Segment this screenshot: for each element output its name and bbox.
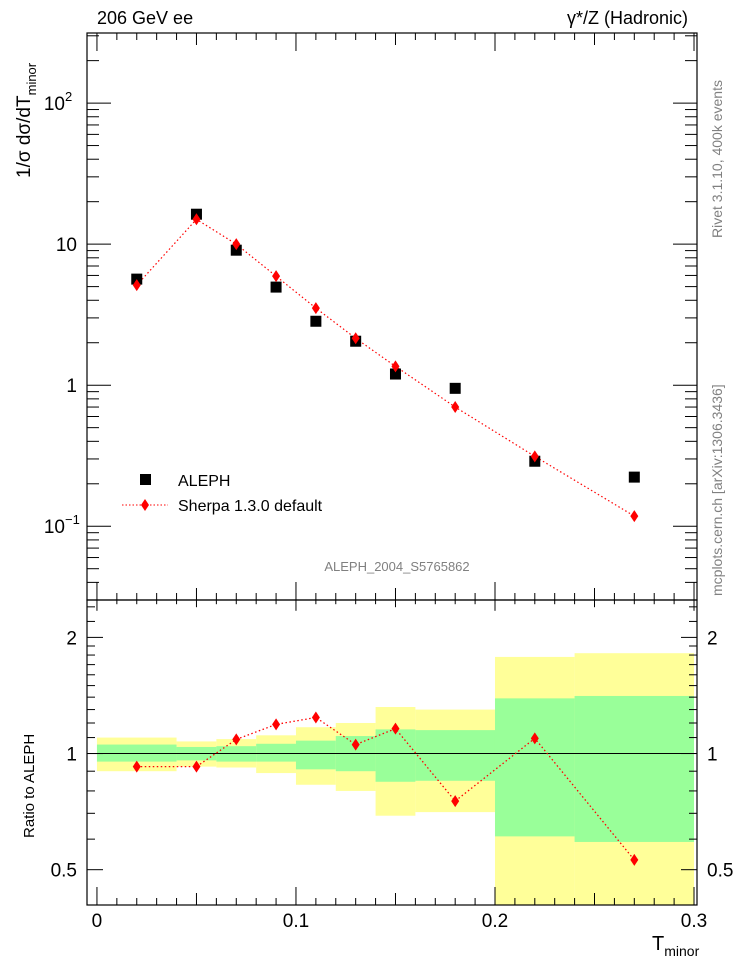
ratio-point (391, 722, 400, 735)
ratio-y-tick-label-right: 0.5 (707, 861, 733, 882)
sherpa-point (311, 302, 320, 315)
aleph-point (389, 368, 401, 380)
y-axis-label: 1/σ dσ/dTminor (14, 62, 39, 178)
ratio-y-axis-label: Ratio to ALEPH (21, 734, 38, 838)
ratio-y-tick-label-right: 2 (707, 628, 718, 649)
sherpa-point (132, 279, 141, 292)
y-tick-label: 10 (44, 517, 65, 538)
x-tick-label: 0 (92, 911, 103, 932)
sherpa-point (530, 450, 539, 463)
aleph-point (310, 315, 322, 327)
ratio-y-tick-label-left: 1 (66, 745, 77, 766)
x-axis-label: Tminor (652, 933, 700, 959)
y-tick-label: 10 (44, 94, 65, 115)
analysis-label: ALEPH_2004_S5765862 (324, 559, 469, 574)
green-band-bin (375, 729, 416, 782)
aleph-point (270, 281, 282, 293)
x-tick-label: 0.1 (283, 911, 309, 932)
sherpa-point (272, 270, 281, 283)
main-frame (86, 32, 698, 601)
sherpa-point (351, 332, 360, 345)
legend-sherpa-marker (141, 499, 149, 511)
ratio-point (192, 760, 201, 773)
aleph-point (628, 471, 640, 483)
x-tick-label: 0.3 (681, 911, 707, 932)
sherpa-point (232, 238, 241, 251)
sherpa-point (391, 360, 400, 373)
aleph-point (131, 273, 143, 285)
sherpa-line (136, 218, 635, 517)
y-tick-exponent: −1 (65, 512, 80, 527)
green-band-bin (574, 695, 695, 842)
green-band-bin (295, 740, 336, 770)
ratio-point (272, 718, 281, 731)
ratio-point (351, 738, 360, 751)
title-left: 206 GeV ee (97, 8, 193, 28)
ratio-point (530, 732, 539, 745)
ratio-y-tick-label-left: 2 (66, 628, 77, 649)
legend-aleph-marker (140, 474, 151, 485)
sherpa-point (451, 401, 460, 414)
ratio-panel: 2 2 1 1 0.5 0.5 0 0.1 0.2 0.3 (51, 33, 733, 932)
aleph-point (230, 244, 242, 256)
x-tick-label: 0.2 (482, 911, 508, 932)
sherpa-point (630, 510, 639, 523)
legend: ALEPH Sherpa 1.3.0 default (122, 473, 323, 515)
y-tick-label: 1 (66, 376, 77, 397)
ratio-point (132, 760, 141, 773)
aleph-point (449, 382, 461, 394)
y-tick-exponent: 2 (65, 89, 72, 104)
ratio-y-tick-label-left: 0.5 (51, 861, 77, 882)
green-band-bin (415, 730, 495, 781)
ratio-point (451, 795, 460, 808)
title-right: γ*/Z (Hadronic) (567, 8, 688, 28)
y-tick-label: 10 (56, 235, 77, 256)
green-band-bin (256, 743, 296, 762)
ratio-point (311, 711, 320, 724)
rivet-label: Rivet 3.1.10, 400k events (709, 80, 725, 238)
legend-aleph-label: ALEPH (178, 473, 230, 490)
sherpa-point (192, 213, 201, 226)
mcplots-label: mcplots.cern.ch [arXiv:1306.3436] (709, 384, 725, 596)
ratio-point (232, 733, 241, 746)
ratio-y-tick-label-right: 1 (707, 745, 718, 766)
ratio-point (630, 853, 639, 866)
green-band-bin (494, 698, 575, 837)
legend-sherpa-label: Sherpa 1.3.0 default (178, 498, 323, 515)
